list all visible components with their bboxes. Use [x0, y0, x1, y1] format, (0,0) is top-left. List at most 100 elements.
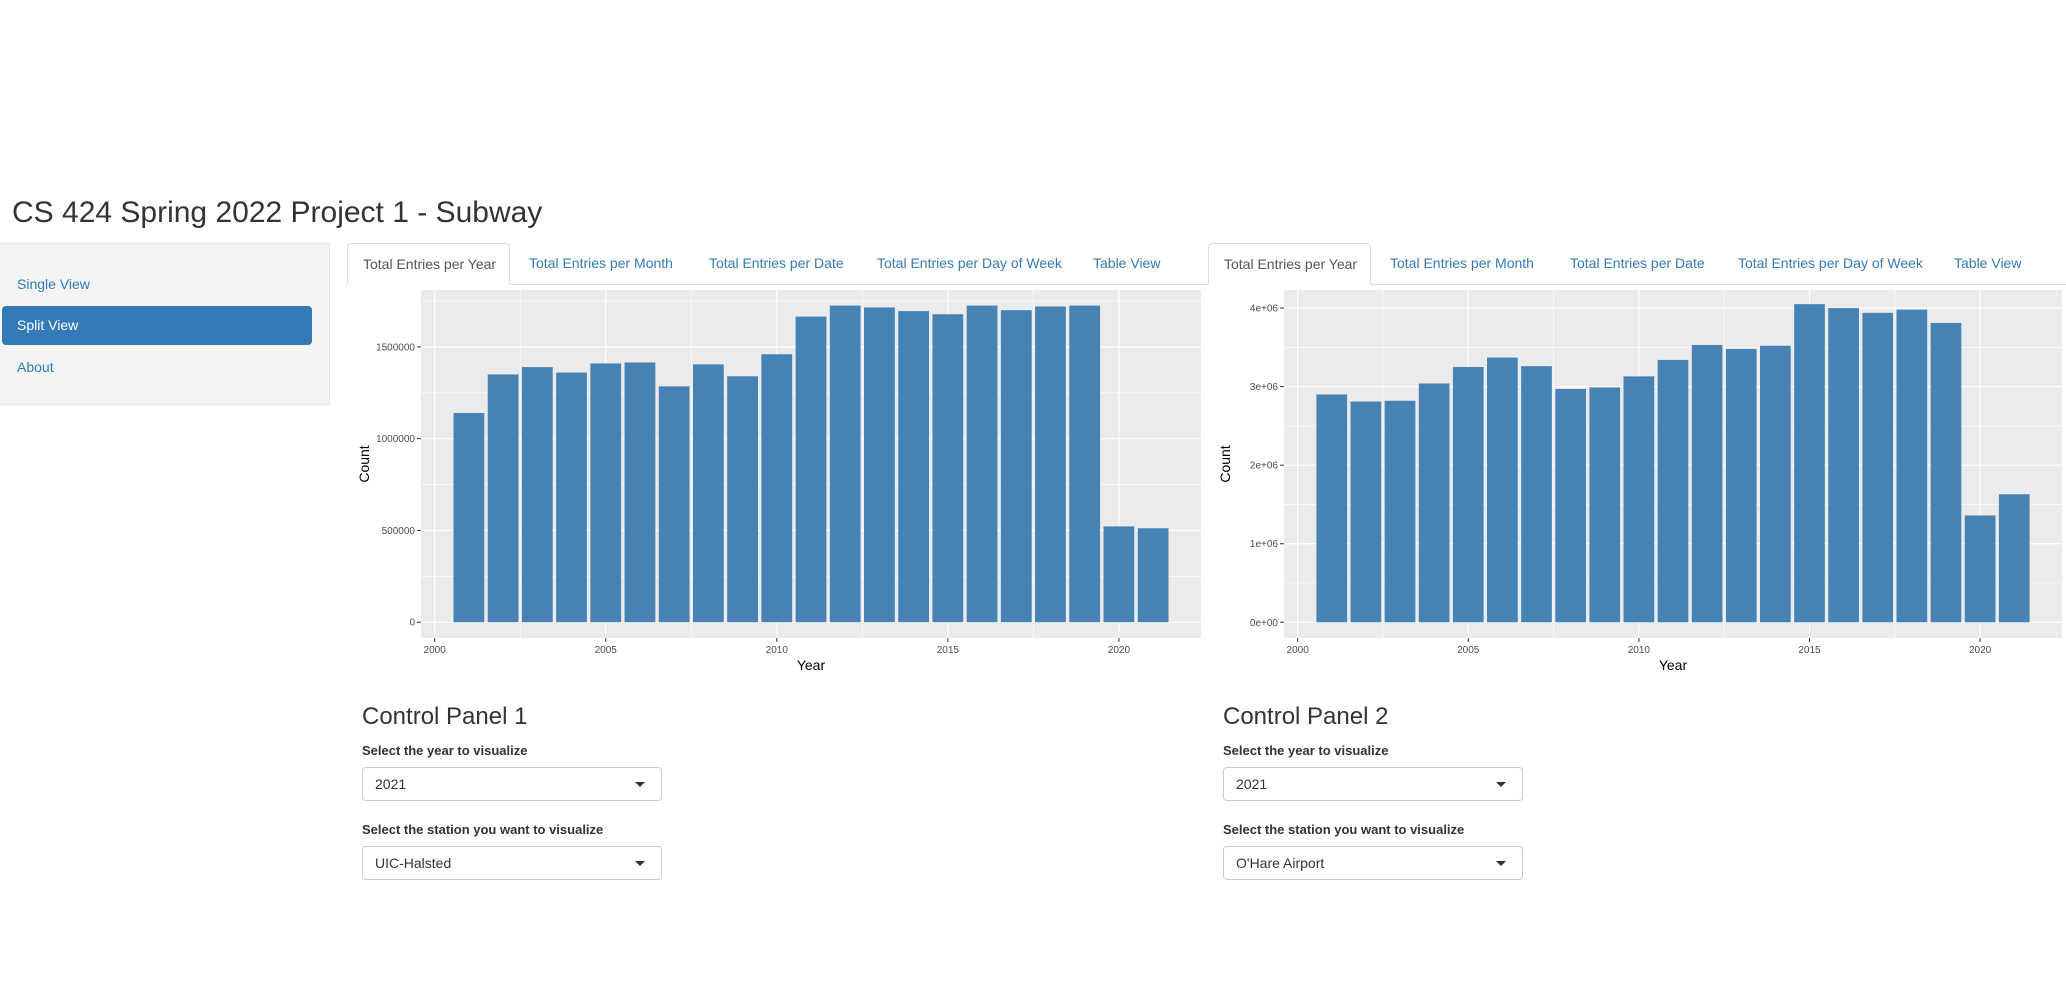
- bar: [1521, 366, 1552, 623]
- bar: [487, 374, 519, 623]
- bar: [1350, 401, 1382, 623]
- year-select-value: 2021: [375, 776, 407, 792]
- chevron-down-icon: [635, 861, 645, 866]
- y-tick-label: 3e+06: [1250, 382, 1279, 393]
- tab-entries-per-month[interactable]: Total Entries per Month: [1390, 255, 1534, 271]
- x-tick-label: 2020: [1969, 645, 1992, 656]
- tab-entries-per-day-of-week[interactable]: Total Entries per Day of Week: [1738, 255, 1923, 271]
- station-select[interactable]: UIC-Halsted: [362, 846, 662, 880]
- bar: [453, 412, 485, 623]
- y-tick-label: 0: [409, 618, 415, 629]
- bar: [1828, 308, 1859, 623]
- tab-entries-per-year[interactable]: Total Entries per Year: [1208, 243, 1371, 285]
- station-select-value: O'Hare Airport: [1236, 855, 1325, 871]
- control-panel-title: Control Panel 1: [362, 703, 528, 730]
- bar: [1000, 310, 1032, 623]
- x-tick-label: 2010: [766, 645, 789, 656]
- control-panel-title: Control Panel 2: [1223, 703, 1389, 730]
- bar: [1998, 494, 2030, 623]
- bar: [692, 364, 724, 623]
- year-select-label: Select the year to visualize: [362, 743, 528, 758]
- x-tick-label: 2005: [1457, 645, 1480, 656]
- bar: [966, 305, 998, 623]
- bar: [1035, 306, 1066, 623]
- bar: [1103, 526, 1135, 623]
- bar: [1316, 394, 1348, 623]
- bar: [521, 367, 553, 623]
- x-tick-label: 2015: [1798, 645, 1821, 656]
- station-select[interactable]: O'Hare Airport: [1223, 846, 1523, 880]
- chevron-down-icon: [635, 782, 645, 787]
- tab-entries-per-date[interactable]: Total Entries per Date: [709, 255, 844, 271]
- y-tick-label: 1500000: [376, 342, 415, 353]
- tab-entries-per-month[interactable]: Total Entries per Month: [529, 255, 673, 271]
- sidebar-item-single-view[interactable]: Single View: [17, 276, 90, 292]
- entries-per-year-chart-2: 0e+00 1e+06 2e+06 3e+06 4e+06 2000 2005 2010 201…: [1217, 290, 2062, 673]
- bar: [1760, 345, 1791, 623]
- year-select[interactable]: 2021: [362, 767, 662, 801]
- bar: [1384, 400, 1416, 623]
- year-select-label: Select the year to visualize: [1223, 743, 1389, 758]
- sidebar-item-split-view[interactable]: Split View: [2, 306, 312, 345]
- bar: [761, 354, 793, 623]
- y-axis-title: Count: [1217, 445, 1233, 482]
- bar: [1862, 312, 1894, 623]
- bar: [1657, 359, 1689, 623]
- y-tick-label: 4e+06: [1250, 304, 1279, 315]
- year-select[interactable]: 2021: [1223, 767, 1523, 801]
- x-tick-label: 2015: [937, 645, 960, 656]
- x-tick-label: 2000: [1287, 645, 1310, 656]
- bar: [1725, 348, 1757, 623]
- bar: [898, 311, 930, 623]
- tab-entries-per-date[interactable]: Total Entries per Date: [1570, 255, 1705, 271]
- chart-tabs: Total Entries per Year Total Entries per…: [347, 243, 1208, 285]
- chart-tabs: Total Entries per Year Total Entries per…: [1208, 243, 2066, 285]
- bar: [1555, 388, 1586, 623]
- tab-entries-per-day-of-week[interactable]: Total Entries per Day of Week: [877, 255, 1062, 271]
- bar: [1930, 322, 1962, 623]
- sidebar-item-about[interactable]: About: [17, 359, 54, 375]
- split-panel-1: Total Entries per Year Total Entries per…: [347, 243, 1208, 883]
- station-select-label: Select the station you want to visualize: [1223, 822, 1465, 837]
- bar: [1964, 515, 1996, 623]
- bar: [1589, 387, 1621, 623]
- year-select-value: 2021: [1236, 776, 1268, 792]
- split-panel-2: Total Entries per Year Total Entries per…: [1208, 243, 2066, 883]
- bar: [624, 362, 656, 623]
- bar: [1069, 305, 1101, 623]
- y-tick-label: 1e+06: [1250, 539, 1279, 550]
- bar: [1487, 357, 1518, 623]
- sidebar: Single View Split View About: [0, 243, 330, 405]
- y-axis-title: Count: [356, 445, 372, 482]
- bar: [658, 386, 690, 623]
- bar: [556, 372, 587, 623]
- chevron-down-icon: [1496, 782, 1506, 787]
- tab-entries-per-year[interactable]: Total Entries per Year: [347, 243, 510, 285]
- bar: [590, 363, 622, 623]
- tab-table-view[interactable]: Table View: [1954, 255, 2022, 271]
- station-select-label: Select the station you want to visualize: [362, 822, 604, 837]
- y-tick-label: 0e+00: [1250, 618, 1279, 629]
- x-tick-label: 2020: [1108, 645, 1131, 656]
- x-axis-title: Year: [1659, 657, 1688, 673]
- y-tick-label: 500000: [382, 526, 416, 537]
- station-select-value: UIC-Halsted: [375, 855, 452, 871]
- y-tick-label: 1000000: [376, 434, 415, 445]
- x-tick-label: 2005: [595, 645, 618, 656]
- app-title: CS 424 Spring 2022 Project 1 - Subway: [12, 196, 543, 229]
- bar: [1794, 304, 1825, 623]
- chevron-down-icon: [1496, 861, 1506, 866]
- bar: [795, 316, 827, 623]
- bar: [829, 305, 861, 623]
- bar: [1418, 383, 1450, 623]
- entries-per-year-chart-1: 0 500000 1000000 1500000 2000 2005 2010 2015 202…: [356, 290, 1201, 673]
- bar: [1452, 366, 1484, 623]
- bar: [1691, 344, 1723, 623]
- bar: [864, 307, 895, 623]
- tab-table-view[interactable]: Table View: [1093, 255, 1161, 271]
- bar: [1137, 528, 1169, 623]
- bar: [1896, 309, 1928, 623]
- bar: [727, 376, 758, 623]
- bar: [932, 314, 964, 623]
- bar: [1623, 376, 1655, 623]
